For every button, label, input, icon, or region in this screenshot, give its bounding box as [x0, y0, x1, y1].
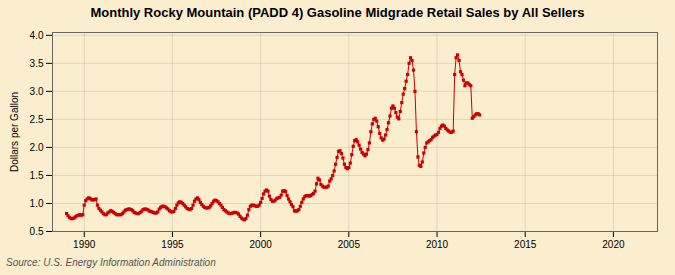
svg-text:0.5: 0.5	[30, 226, 44, 237]
html-text:Source: U.S. Energy Informatio: Source: U.S. Energy Information Administ…	[6, 257, 216, 268]
svg-text:1.0: 1.0	[30, 198, 44, 209]
svg-text:2015: 2015	[514, 239, 537, 250]
svg-text:2020: 2020	[602, 239, 625, 250]
svg-text:2000: 2000	[250, 239, 273, 250]
svg-text:2010: 2010	[426, 239, 449, 250]
svg-text:3.5: 3.5	[30, 58, 44, 69]
html-text:Monthly Rocky Mountain (PADD 4: Monthly Rocky Mountain (PADD 4) Gasoline…	[90, 5, 585, 20]
svg-text:3.0: 3.0	[30, 86, 44, 97]
svg-text:1.5: 1.5	[30, 170, 44, 181]
svg-text:2005: 2005	[338, 239, 361, 250]
svg-text:Dollars per Gallon: Dollars per Gallon	[9, 92, 20, 172]
svg-text:1990: 1990	[73, 239, 96, 250]
svg-text:2.5: 2.5	[30, 114, 44, 125]
svg-text:4.0: 4.0	[30, 30, 44, 41]
svg-text:2.0: 2.0	[30, 142, 44, 153]
svg-text:1995: 1995	[161, 239, 184, 250]
